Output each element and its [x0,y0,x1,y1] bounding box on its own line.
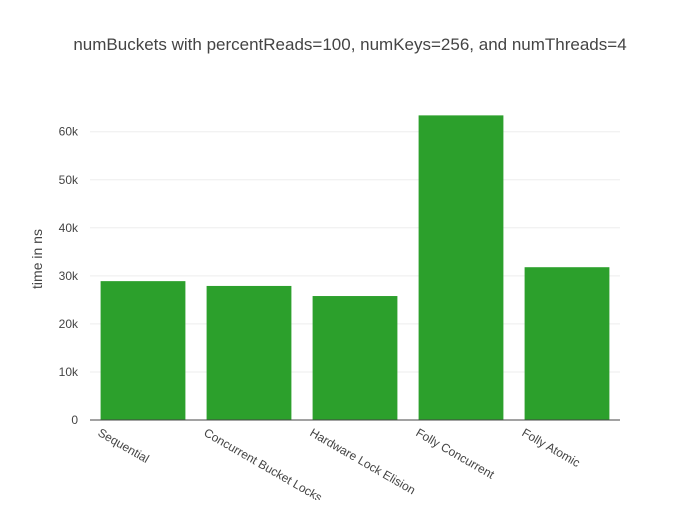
y-tick-label: 40k [59,221,79,235]
chart-title: numBuckets with percentReads=100, numKey… [73,35,626,54]
bar[interactable] [206,285,292,420]
bar[interactable] [312,296,398,420]
y-tick-label: 30k [59,269,79,283]
y-tick-label: 60k [59,125,79,139]
y-tick-label: 0 [71,413,78,427]
bar-layer [100,115,610,421]
y-tick-labels: 0 10k 20k 30k 40k 50k 60k [59,125,79,427]
bar[interactable] [524,267,610,420]
y-axis-label: time in ns [29,229,45,289]
bar[interactable] [418,115,504,421]
y-tick-label: 20k [59,317,79,331]
y-tick-label: 50k [59,173,79,187]
y-tick-label: 10k [59,365,79,379]
bar[interactable] [100,281,186,420]
